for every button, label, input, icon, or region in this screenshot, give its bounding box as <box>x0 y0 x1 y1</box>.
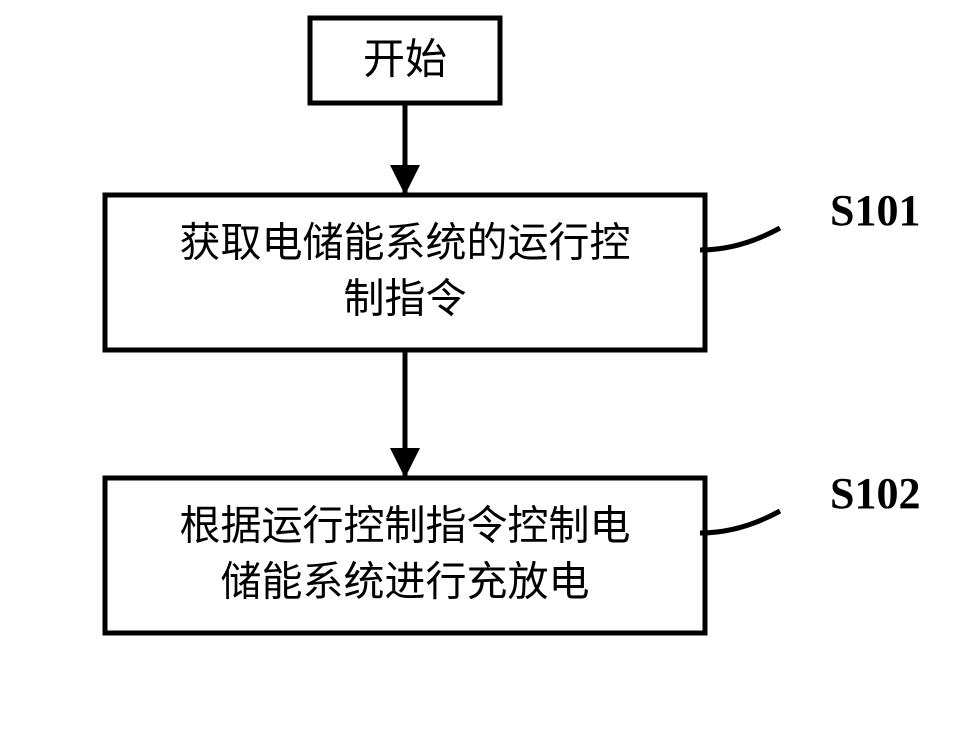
node-text: 获取电储能系统的运行控 <box>180 219 631 265</box>
node-text: 制指令 <box>344 275 467 321</box>
label-connector <box>700 228 780 250</box>
flow-node-start: 开始 <box>310 18 500 103</box>
node-text: 储能系统进行充放电 <box>221 558 590 604</box>
flow-node-s102: 根据运行控制指令控制电储能系统进行充放电 S102 <box>105 469 920 633</box>
step-label: S101 <box>830 186 920 235</box>
label-connector <box>700 511 780 533</box>
step-label: S102 <box>830 469 920 518</box>
node-text: 开始 <box>363 38 447 84</box>
flow-node-s101: 获取电储能系统的运行控制指令 S101 <box>105 186 920 350</box>
node-text: 根据运行控制指令控制电 <box>180 502 631 548</box>
